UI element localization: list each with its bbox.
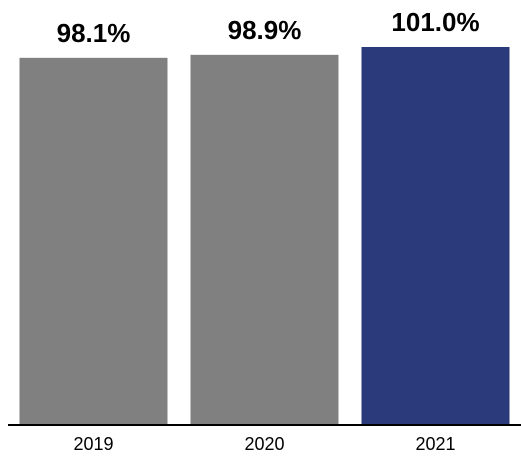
bars-group xyxy=(19,47,510,424)
bar-2020 xyxy=(190,54,339,424)
bar-2019 xyxy=(19,57,168,424)
x-tick-label-2019: 2019 xyxy=(73,434,113,454)
data-label-2021: 101.0% xyxy=(391,7,479,37)
data-label-2020: 98.9% xyxy=(228,15,302,45)
value-labels-group: 98.1% 98.9% 101.0% xyxy=(57,7,480,48)
data-label-2019: 98.1% xyxy=(57,18,131,48)
x-tick-label-2020: 2020 xyxy=(244,434,284,454)
x-tick-labels-group: 2019 2020 2021 xyxy=(73,434,455,454)
bar-2021 xyxy=(361,47,510,424)
x-tick-label-2021: 2021 xyxy=(415,434,455,454)
